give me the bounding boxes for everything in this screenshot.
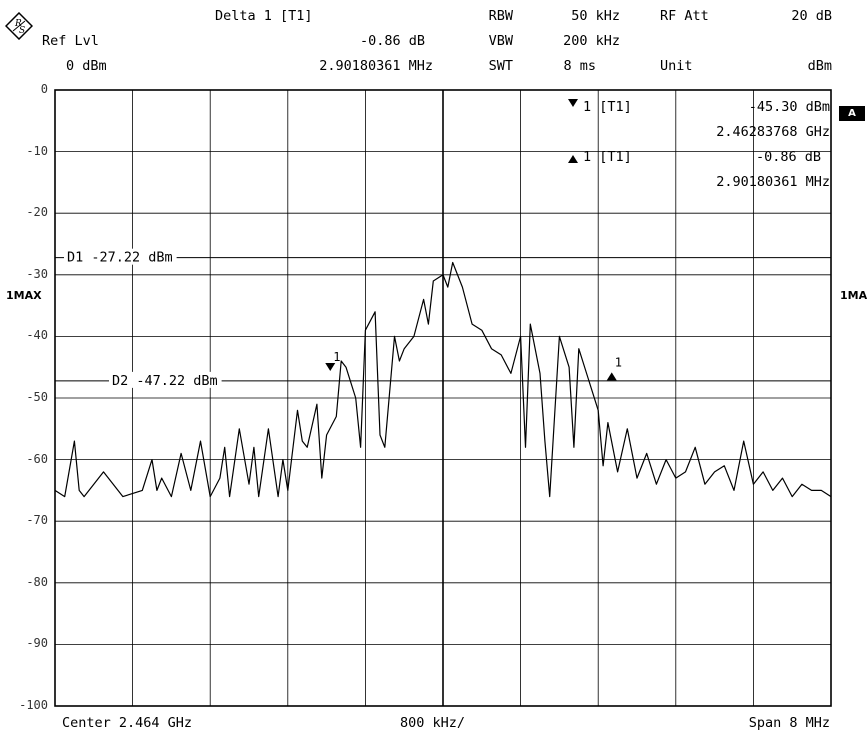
- y-tick-label: -20: [26, 205, 48, 220]
- trace-label-left: 1MAX: [6, 289, 42, 302]
- display-line-label-bg: [109, 371, 222, 388]
- rf-att-label: RF Att: [660, 8, 709, 24]
- y-tick-label: -80: [26, 574, 48, 589]
- delta-value: -0.86 dB: [359, 33, 425, 49]
- y-tick-label: -90: [26, 636, 48, 651]
- y-tick-label: 0: [40, 82, 48, 96]
- ref-lvl-label: Ref Lvl: [42, 33, 99, 49]
- y-tick-label: -60: [26, 451, 48, 466]
- division-width: 800 kHz/: [400, 715, 466, 731]
- display-line-label-bg: [64, 248, 177, 265]
- marker-2-number: 1: [615, 355, 622, 369]
- rbw-value: 50 kHz: [571, 8, 620, 24]
- plot-frame: [54, 89, 832, 707]
- marker-1-number: 1: [333, 350, 340, 364]
- marker-1-symbol: [325, 363, 336, 372]
- marker2-freq: 2.90180361 MHz: [716, 174, 830, 190]
- marker1-label: 1 [T1]: [583, 99, 632, 115]
- swt-value: 8 ms: [563, 58, 596, 74]
- marker2-label: 1 [T1]: [583, 149, 632, 165]
- svg-text:S: S: [19, 26, 25, 36]
- ref-lvl-value: 0 dBm: [66, 58, 107, 74]
- rs-logo: R S: [5, 12, 33, 40]
- trace-1max: [54, 261, 832, 498]
- y-tick-label: -100: [19, 698, 48, 712]
- marker-up-icon: [568, 155, 578, 163]
- marker2-level: -0.86 dB: [755, 149, 821, 165]
- center-frequency: Center 2.464 GHz: [62, 715, 193, 731]
- vbw-label: VBW: [488, 33, 513, 49]
- trace-label-right: 1MA: [840, 289, 867, 302]
- y-tick-label: -70: [26, 513, 48, 528]
- vbw-value: 200 kHz: [563, 33, 620, 49]
- swt-label: SWT: [488, 58, 513, 74]
- display-line-label-d1: D1 -27.22 dBm: [67, 250, 173, 266]
- span-width: Span 8 MHz: [748, 715, 830, 731]
- marker1-freq: 2.46283768 GHz: [716, 124, 830, 140]
- unit-label: Unit: [660, 58, 693, 74]
- delta-label: Delta 1 [T1]: [215, 8, 313, 24]
- y-tick-label: -50: [26, 390, 48, 404]
- unit-value: dBm: [807, 58, 832, 74]
- rf-att-value: 20 dB: [791, 8, 832, 24]
- y-tick-label: -30: [26, 266, 48, 281]
- trace-tag: A: [839, 106, 865, 121]
- display-line-label-d2: D2 -47.22 dBm: [112, 373, 218, 389]
- marker-down-icon: [568, 99, 578, 107]
- svg-text:R: R: [14, 19, 22, 29]
- delta-freq: 2.90180361 MHz: [319, 58, 433, 74]
- marker1-level: -45.30 dBm: [748, 99, 830, 115]
- marker-2-symbol: [606, 372, 617, 381]
- rbw-label: RBW: [488, 8, 513, 24]
- y-tick-label: -40: [26, 328, 48, 343]
- y-tick-label: -10: [26, 143, 48, 158]
